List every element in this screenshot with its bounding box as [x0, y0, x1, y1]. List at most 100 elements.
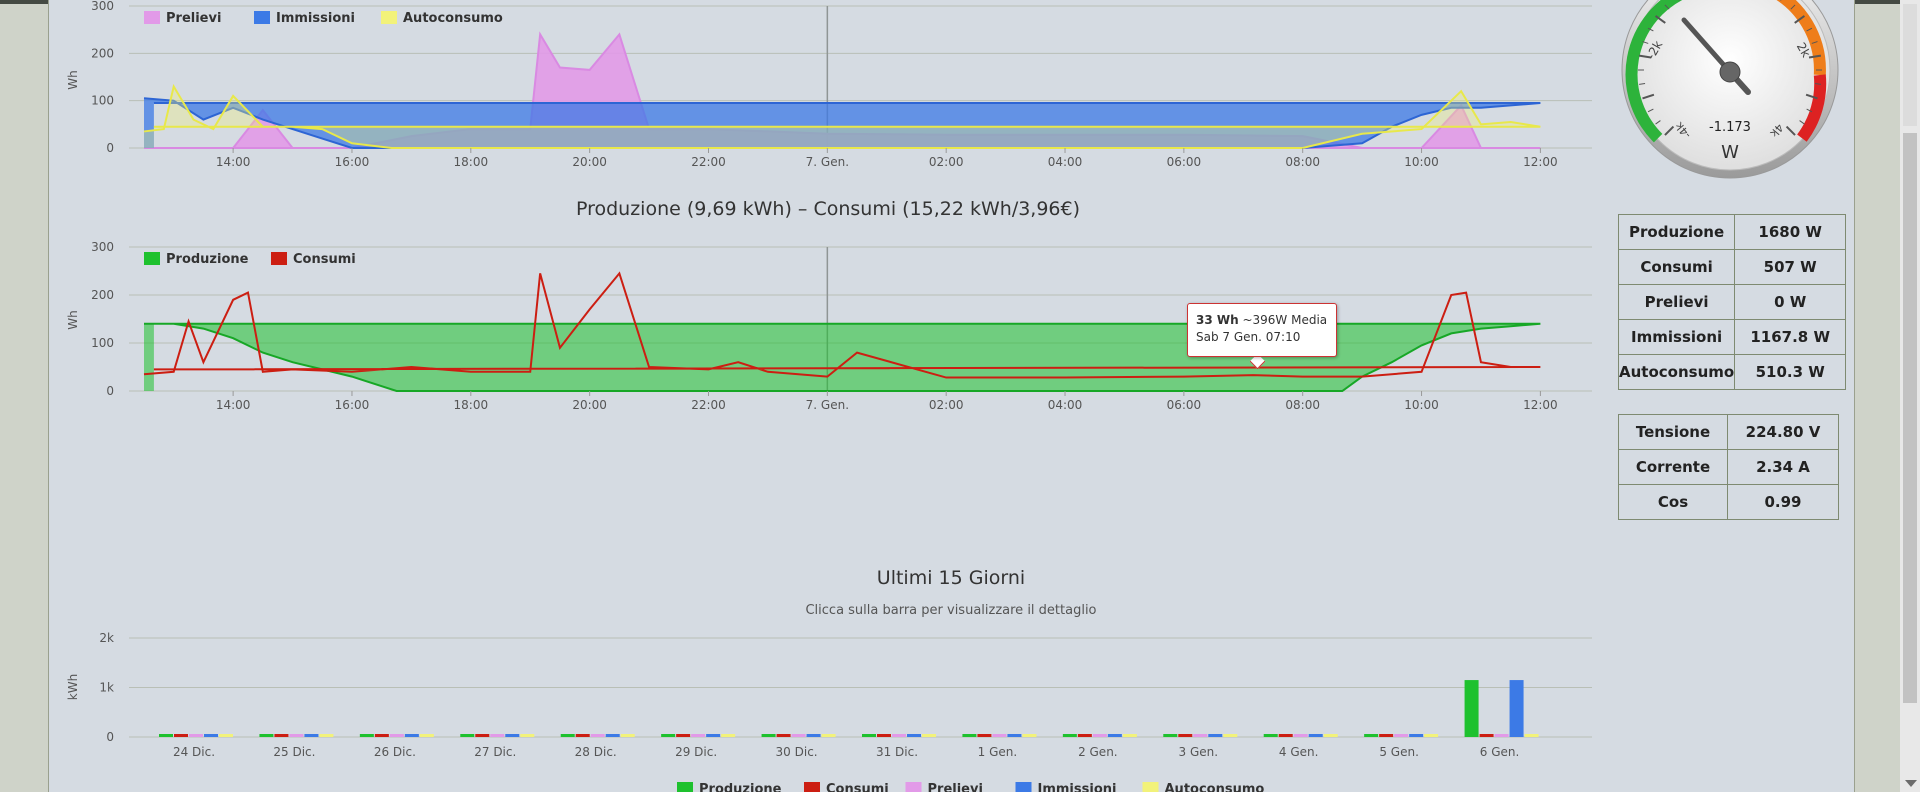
bar-autoconsumo[interactable] — [922, 734, 936, 737]
bar-consumi[interactable] — [877, 734, 891, 737]
bar-consumi[interactable] — [676, 734, 691, 737]
bar-immissioni[interactable] — [1308, 734, 1323, 737]
bar-immissioni[interactable] — [706, 734, 721, 737]
bar-immissioni[interactable] — [1409, 734, 1424, 737]
legend-label[interactable]: Immissioni — [1038, 782, 1117, 792]
legend-label[interactable]: Consumi — [826, 782, 889, 792]
bar-produzione[interactable] — [962, 734, 977, 737]
bar-prelievi[interactable] — [691, 734, 706, 737]
bar-produzione[interactable] — [259, 734, 274, 737]
bar-autoconsumo[interactable] — [1524, 734, 1539, 737]
bar-immissioni[interactable] — [907, 734, 921, 737]
legend-label[interactable]: Consumi — [293, 252, 356, 267]
bar-consumi[interactable] — [977, 734, 992, 737]
bar-autoconsumo[interactable] — [721, 734, 736, 737]
bar-produzione[interactable] — [1062, 734, 1077, 737]
stats-row: Autoconsumo 510.3 W — [1617, 354, 1847, 390]
bar-produzione[interactable] — [359, 734, 374, 737]
bar-autoconsumo[interactable] — [1022, 734, 1037, 737]
bar-consumi[interactable] — [1278, 734, 1293, 737]
scrollbar-track[interactable] — [1903, 4, 1917, 126]
bar-consumi[interactable] — [1479, 734, 1494, 737]
production-consumption-chart[interactable]: Produzione (9,69 kWh) – Consumi (15,22 k… — [60, 190, 1620, 420]
stat-label: Immissioni — [1617, 319, 1736, 355]
bar-immissioni[interactable] — [204, 734, 218, 737]
bar-consumi[interactable] — [174, 734, 188, 737]
bar-prelievi[interactable] — [1293, 734, 1308, 737]
bar-produzione[interactable] — [560, 734, 575, 737]
legend-label[interactable]: Prelievi — [166, 11, 221, 26]
x-tick-label: 04:00 — [1048, 398, 1083, 412]
scrollbar-thumb[interactable] — [1903, 133, 1917, 703]
bar-consumi[interactable] — [1077, 734, 1092, 737]
bar-immissioni[interactable] — [404, 734, 419, 737]
last-15-days-chart[interactable]: Ultimi 15 Giorni Clicca sulla barra per … — [60, 552, 1620, 792]
bar-autoconsumo[interactable] — [419, 734, 434, 737]
legend-label[interactable]: Autoconsumo — [403, 11, 503, 26]
bar-produzione[interactable] — [661, 734, 676, 737]
bar-produzione[interactable] — [460, 734, 475, 737]
bar-consumi[interactable] — [1379, 734, 1394, 737]
x-tick-label: 20:00 — [572, 155, 607, 169]
bar-prelievi[interactable] — [490, 734, 505, 737]
bar-consumi[interactable] — [1178, 734, 1193, 737]
bar-immissioni[interactable] — [1007, 734, 1022, 737]
x-tick-label: 08:00 — [1285, 155, 1320, 169]
bar-immissioni[interactable] — [505, 734, 520, 737]
bar-consumi[interactable] — [776, 734, 791, 737]
bar-prelievi[interactable] — [791, 734, 806, 737]
bar-autoconsumo[interactable] — [620, 734, 635, 737]
bar-produzione[interactable] — [1364, 734, 1379, 737]
stat-value: 510.3 W — [1734, 354, 1847, 390]
bar-prelievi[interactable] — [289, 734, 304, 737]
bar-consumi[interactable] — [575, 734, 590, 737]
tooltip-date: Sab 7 Gen. 07:10 — [1196, 330, 1301, 344]
bar-produzione[interactable] — [1464, 680, 1479, 737]
bar-prelievi[interactable] — [189, 734, 203, 737]
legend-label[interactable]: Prelievi — [928, 782, 983, 792]
x-tick-label: 6 Gen. — [1480, 745, 1520, 759]
bar-produzione[interactable] — [761, 734, 776, 737]
bar-autoconsumo[interactable] — [1223, 734, 1238, 737]
bar-prelievi[interactable] — [590, 734, 605, 737]
stat-label: Autoconsumo — [1617, 354, 1736, 390]
legend-label[interactable]: Immissioni — [276, 11, 355, 26]
bar-immissioni[interactable] — [1208, 734, 1223, 737]
stats-row: Tensione 224.80 V — [1618, 414, 1839, 450]
bar-autoconsumo[interactable] — [520, 734, 535, 737]
bar-prelievi[interactable] — [1193, 734, 1208, 737]
bar-prelievi[interactable] — [1494, 734, 1509, 737]
bar-prelievi[interactable] — [389, 734, 404, 737]
bar-immissioni[interactable] — [1509, 680, 1524, 737]
y-tick-label: 0 — [106, 141, 114, 155]
bar-immissioni[interactable] — [605, 734, 620, 737]
legend-label[interactable]: Produzione — [166, 252, 249, 267]
series-line — [144, 31, 1541, 149]
bar-autoconsumo[interactable] — [1323, 734, 1338, 737]
bar-autoconsumo[interactable] — [1122, 734, 1137, 737]
bar-autoconsumo[interactable] — [821, 734, 836, 737]
bar-immissioni[interactable] — [1107, 734, 1122, 737]
stat-value: 507 W — [1734, 249, 1847, 285]
bar-produzione[interactable] — [159, 734, 173, 737]
legend-label[interactable]: Autoconsumo — [1165, 782, 1265, 792]
bar-consumi[interactable] — [274, 734, 289, 737]
bar-produzione[interactable] — [862, 734, 876, 737]
bar-consumi[interactable] — [374, 734, 389, 737]
bar-consumi[interactable] — [475, 734, 490, 737]
scroll-down-arrow-icon[interactable] — [1905, 780, 1917, 787]
bar-prelievi[interactable] — [992, 734, 1007, 737]
bar-prelievi[interactable] — [892, 734, 906, 737]
bar-autoconsumo[interactable] — [219, 734, 233, 737]
bar-immissioni[interactable] — [304, 734, 319, 737]
bar-autoconsumo[interactable] — [319, 734, 334, 737]
legend-label[interactable]: Produzione — [699, 782, 782, 792]
energy-flow-chart[interactable]: 0 100 200 300 14:00 16:00 18:00 20:00 22:00 7. G… — [60, 0, 1620, 180]
bar-produzione[interactable] — [1163, 734, 1178, 737]
bar-prelievi[interactable] — [1394, 734, 1409, 737]
bar-prelievi[interactable] — [1092, 734, 1107, 737]
gauge-band-orange — [1776, 0, 1826, 76]
bar-immissioni[interactable] — [806, 734, 821, 737]
bar-produzione[interactable] — [1263, 734, 1278, 737]
bar-autoconsumo[interactable] — [1424, 734, 1439, 737]
